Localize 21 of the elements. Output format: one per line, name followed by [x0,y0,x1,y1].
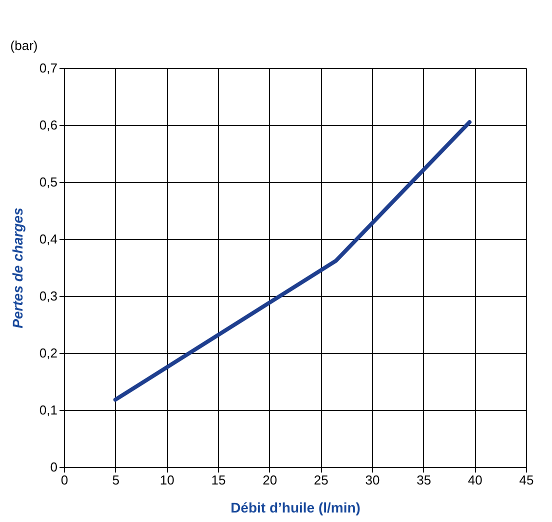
x-tick-label: 35 [416,472,432,488]
x-tick-label: 25 [314,472,328,488]
y-tick-label: 0,1 [39,402,58,418]
y-tick-label: 0,6 [39,118,58,132]
x-tick-label: 20 [262,472,278,488]
y-tick-label: 0 [50,460,58,474]
y-tick-label: 0,4 [39,232,58,246]
y-axis-title: Pertes de charges [9,207,26,328]
y-tick-label: 0,5 [39,174,58,190]
x-tick-label: 40 [468,472,482,488]
x-tick-label: 5 [112,472,120,488]
x-axis-title: Débit d’huile (l/min) [230,500,360,516]
y-tick-label: 0,7 [39,60,58,76]
x-tick-label: 15 [211,472,226,488]
x-tick-label: 0 [60,472,68,488]
x-tick-label: 30 [365,472,380,488]
text: (bar) [10,38,38,53]
x-tick-label: 10 [160,472,174,488]
y-tick-label: 0,3 [39,288,58,304]
y-tick-label: 0,2 [39,346,58,360]
x-tick-label: 45 [519,472,534,488]
